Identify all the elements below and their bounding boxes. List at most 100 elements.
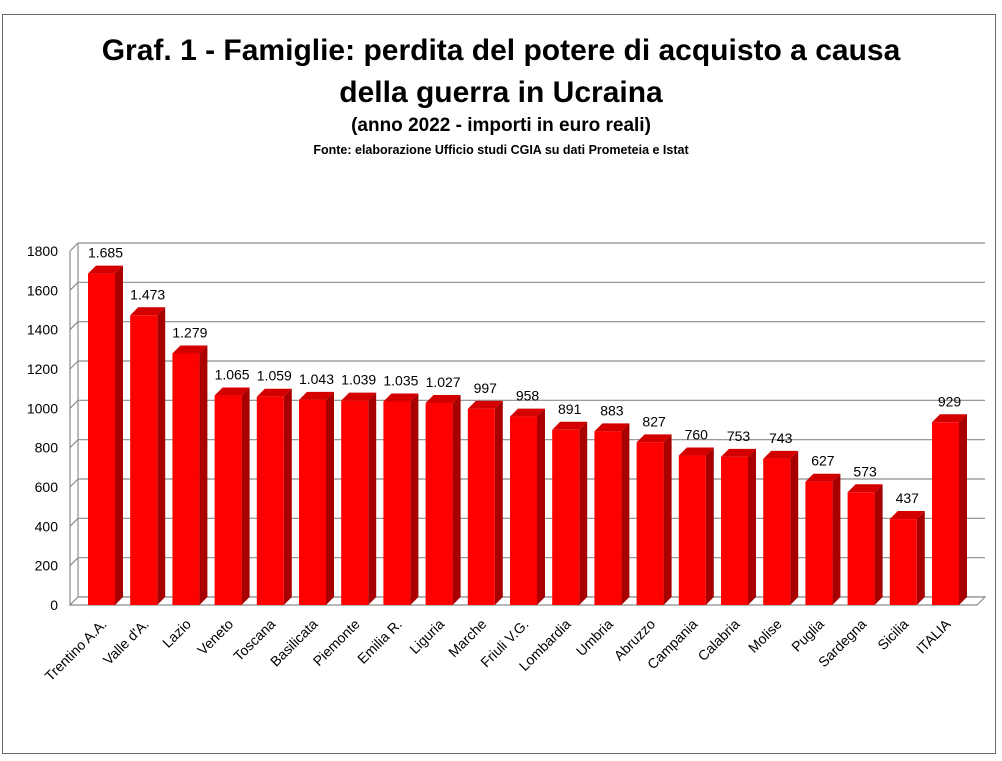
bar-side (959, 414, 967, 605)
data-label: 1.473 (130, 286, 165, 302)
data-label: 1.685 (88, 245, 123, 261)
chart-title-line2: della guerra in Ucraina (339, 76, 663, 109)
bar (214, 395, 242, 605)
bar-top (383, 393, 419, 402)
data-label: 891 (558, 401, 582, 417)
bar (299, 399, 326, 605)
bar (510, 416, 537, 605)
data-label: 827 (642, 413, 666, 429)
data-label: 1.043 (299, 371, 334, 387)
bar-top (636, 434, 672, 443)
bar-side (494, 400, 503, 605)
gridline-side (69, 281, 79, 291)
bar-side (621, 423, 630, 605)
bar-side (241, 387, 250, 605)
bar-side (748, 448, 756, 605)
bar-side (705, 447, 714, 605)
bar (383, 401, 411, 605)
bar-top (214, 387, 250, 396)
bar-top (341, 392, 377, 401)
data-label: 997 (474, 380, 498, 396)
gridline-side (69, 517, 79, 527)
y-tick-label: 800 (35, 440, 59, 456)
category-label: Lazio (159, 616, 194, 651)
bar (467, 408, 495, 605)
y-tick-label: 600 (35, 479, 59, 495)
bar-top (130, 307, 166, 316)
y-tick-label: 1600 (27, 282, 58, 298)
data-label: 1.027 (426, 374, 461, 390)
data-label: 1.035 (383, 372, 418, 388)
category-label: Piemonte (310, 616, 363, 669)
data-label: 437 (896, 490, 920, 506)
chart-subtitle: (anno 2022 - importi in euro reali) (351, 115, 651, 136)
data-label: 1.059 (257, 368, 292, 384)
gridline-side (69, 439, 79, 449)
gridline-side (69, 557, 79, 567)
category-label: Puglia (788, 616, 827, 655)
bar-side (537, 408, 545, 605)
bar (678, 455, 706, 605)
data-label: 1.065 (215, 367, 250, 383)
bar-side (199, 345, 208, 605)
bar (721, 456, 748, 605)
gridline-side (69, 321, 79, 331)
bar-side (832, 473, 841, 605)
y-tick-label: 1800 (27, 243, 58, 259)
bar (88, 273, 115, 605)
bar-top (552, 421, 588, 430)
data-label: 753 (727, 428, 751, 444)
category-label: ITALIA (913, 615, 954, 656)
bar (594, 431, 622, 605)
bar (256, 396, 284, 605)
data-label: 760 (685, 427, 709, 443)
category-label: Molise (745, 616, 785, 656)
bar-side (579, 421, 588, 605)
bar-top (805, 473, 841, 482)
y-tick-label: 1000 (27, 400, 58, 416)
bar-side (663, 434, 672, 605)
bar (636, 442, 664, 605)
bar (130, 315, 158, 605)
bar-top (932, 414, 967, 423)
data-label: 929 (938, 393, 962, 409)
data-label: 573 (853, 463, 877, 479)
bar (847, 492, 875, 605)
data-label: 958 (516, 388, 540, 404)
bar-top (763, 450, 799, 459)
bar-side (916, 511, 925, 605)
category-label: Emilia R. (354, 616, 405, 667)
y-tick-label: 1200 (27, 361, 58, 377)
y-tick-label: 1400 (27, 322, 58, 338)
bar-top (256, 388, 292, 397)
gridline-side (69, 360, 79, 370)
bar-side (368, 392, 377, 605)
category-label: Trentino A.A. (41, 616, 109, 684)
bar-side (452, 395, 461, 605)
bar (763, 458, 791, 605)
y-tick-label: 400 (35, 518, 59, 534)
data-label: 1.039 (341, 372, 376, 388)
bar-side (874, 484, 883, 605)
category-label: Valle d'A. (100, 616, 152, 668)
data-label: 883 (600, 402, 624, 418)
chart-frame (2, 14, 996, 754)
bar-side (326, 391, 334, 605)
bar (172, 353, 200, 605)
bar (805, 481, 833, 605)
bar-side (157, 307, 166, 605)
chart-source: Fonte: elaborazione Ufficio studi CGIA s… (313, 143, 689, 157)
bar-top (721, 448, 756, 457)
bar-top (88, 265, 123, 274)
bar-side (115, 265, 123, 605)
bar-side (410, 393, 419, 605)
gridline-side (69, 242, 79, 252)
data-label: 627 (811, 453, 835, 469)
gridline-side (69, 478, 79, 488)
bar-top (847, 484, 883, 493)
bar-top (467, 400, 503, 409)
category-label: Calabria (694, 616, 742, 664)
bar-top (172, 345, 208, 354)
bar (341, 400, 369, 605)
